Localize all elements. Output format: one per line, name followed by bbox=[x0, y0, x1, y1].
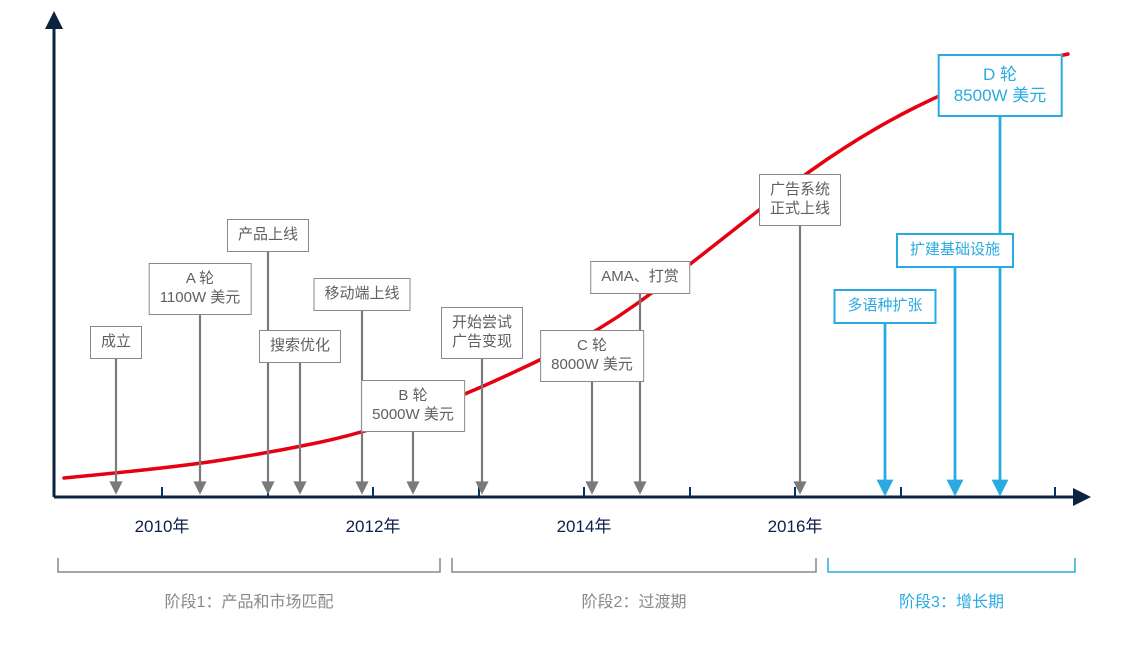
event-label-line: 搜索优化 bbox=[270, 337, 330, 356]
event-label-line: 正式上线 bbox=[770, 200, 830, 219]
phase-label: 阶段3：增长期 bbox=[899, 588, 1004, 612]
x-tick-label: 2016年 bbox=[768, 512, 823, 537]
event-label-line: 移动端上线 bbox=[324, 285, 399, 304]
event-box: 搜索优化 bbox=[259, 330, 341, 363]
x-tick-label: 2014年 bbox=[557, 512, 612, 537]
event-box: 移动端上线 bbox=[313, 278, 410, 311]
event-box: 扩建基础设施 bbox=[896, 233, 1014, 268]
event-box: 开始尝试广告变现 bbox=[441, 307, 523, 359]
event-label-line: 成立 bbox=[101, 333, 131, 352]
event-box: D 轮8500W 美元 bbox=[938, 54, 1063, 117]
event-label-line: 8500W 美元 bbox=[954, 85, 1047, 106]
event-box: 产品上线 bbox=[227, 219, 309, 252]
event-box: 广告系统正式上线 bbox=[759, 174, 841, 226]
phase-label: 阶段2：过渡期 bbox=[582, 588, 687, 612]
event-box: AMA、打赏 bbox=[590, 261, 690, 294]
event-label-line: AMA、打赏 bbox=[601, 268, 679, 287]
event-box: B 轮5000W 美元 bbox=[361, 380, 465, 432]
event-box: A 轮1100W 美元 bbox=[149, 263, 252, 315]
event-label-line: 5000W 美元 bbox=[372, 406, 454, 425]
event-label-line: D 轮 bbox=[954, 64, 1047, 85]
timeline-chart: 2010年 2012年 2014年 2016年 成立 A 轮1100W 美元 产品上线搜索优… bbox=[0, 0, 1122, 659]
event-box: C 轮8000W 美元 bbox=[540, 330, 644, 382]
event-label-line: 开始尝试 bbox=[452, 314, 512, 333]
event-label-line: 产品上线 bbox=[238, 226, 298, 245]
event-label-line: 广告系统 bbox=[770, 181, 830, 200]
event-label-line: 扩建基础设施 bbox=[910, 241, 1000, 260]
event-label-line: B 轮 bbox=[372, 387, 454, 406]
event-label-line: 8000W 美元 bbox=[551, 356, 633, 375]
x-tick-label: 2010年 bbox=[135, 512, 190, 537]
event-label-line: C 轮 bbox=[551, 337, 633, 356]
phase-label: 阶段1：产品和市场匹配 bbox=[165, 588, 334, 612]
event-label-line: A 轮 bbox=[160, 270, 241, 289]
event-box: 多语种扩张 bbox=[833, 289, 936, 324]
event-label-line: 广告变现 bbox=[452, 333, 512, 352]
event-box: 成立 bbox=[90, 326, 142, 359]
event-label-line: 1100W 美元 bbox=[160, 289, 241, 308]
event-label-line: 多语种扩张 bbox=[847, 297, 922, 316]
x-tick-label: 2012年 bbox=[346, 512, 401, 537]
